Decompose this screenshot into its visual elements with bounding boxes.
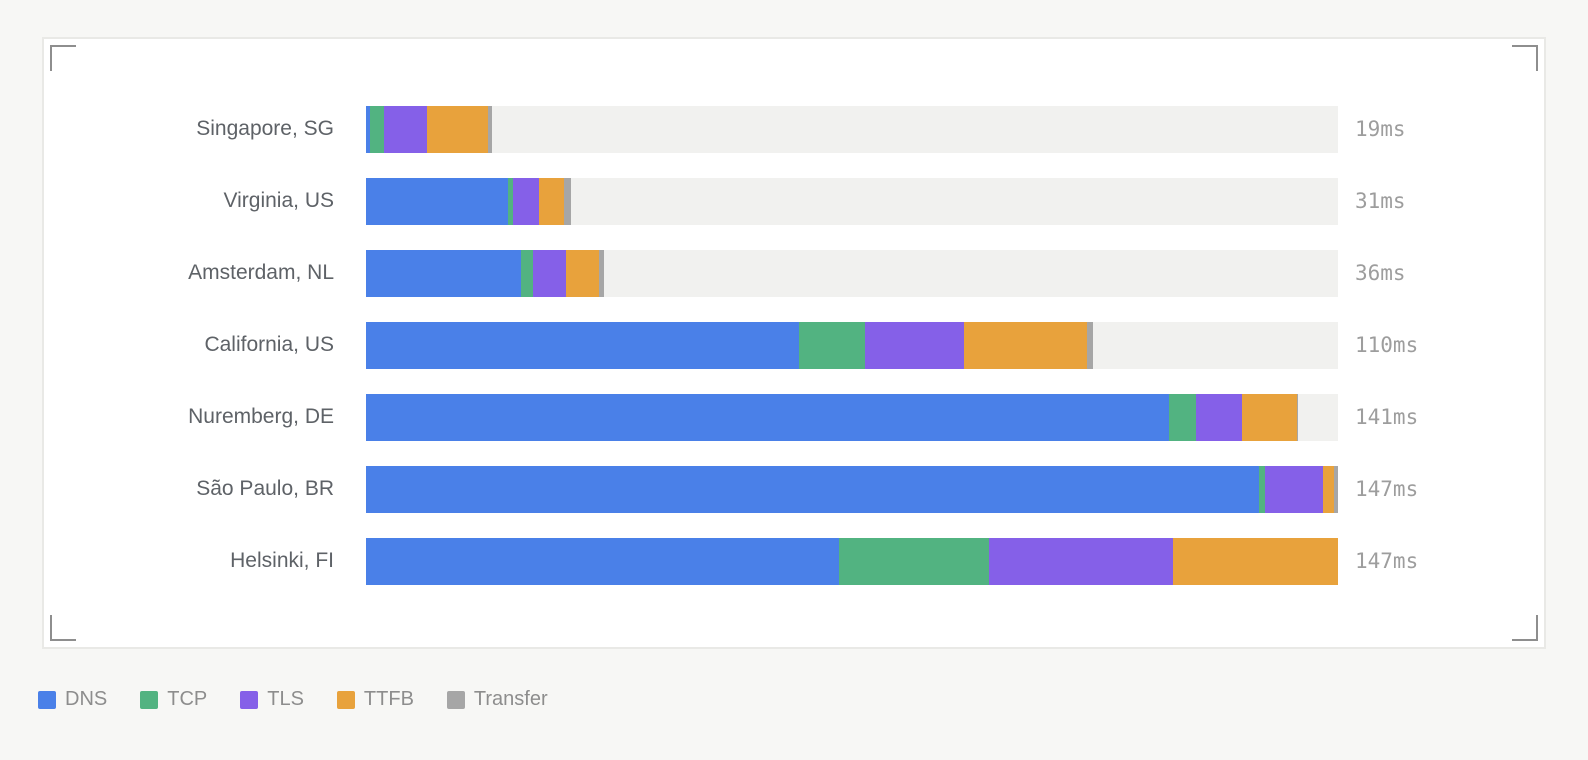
bar-track: [366, 465, 1338, 513]
bar-segment-transfer: [1334, 465, 1338, 513]
chart-row: Helsinki, FI 147ms: [44, 525, 1544, 597]
legend-label: Transfer: [473, 688, 548, 710]
legend-label: DNS: [65, 688, 108, 710]
bar-segment-transfer: [1087, 321, 1094, 369]
location-label: Amsterdam, NL: [188, 261, 334, 284]
bar-segment-dns: [366, 321, 800, 369]
legend-color-swatch-icon: [336, 690, 355, 709]
legend-item[interactable]: TCP: [140, 688, 207, 711]
latency-bar-chart: Singapore, SG 19ms Virginia, US 31ms Ams…: [44, 93, 1544, 597]
chart-card: Singapore, SG 19ms Virginia, US 31ms Ams…: [42, 37, 1546, 649]
bar-track: [366, 321, 1338, 369]
legend-item[interactable]: DNS: [38, 688, 107, 711]
location-label: Virginia, US: [223, 189, 335, 212]
bar-segment-tcp: [1168, 393, 1196, 441]
bar-segment-tls: [512, 177, 539, 225]
total-latency-value: 31ms: [1355, 189, 1406, 213]
bar-segment-tls: [533, 249, 567, 297]
legend-color-swatch-icon: [140, 690, 159, 709]
legend-label: TCP: [167, 688, 208, 710]
corner-bracket-bottom-right: [1512, 615, 1538, 641]
total-latency-value: 110ms: [1355, 333, 1419, 357]
location-label: California, US: [204, 333, 334, 356]
bar-segment-tls: [1195, 393, 1243, 441]
total-latency-value: 36ms: [1355, 261, 1406, 285]
bar-segment-transfer: [1296, 393, 1299, 441]
location-label: Singapore, SG: [196, 117, 334, 140]
bar-segment-tls: [988, 537, 1174, 585]
legend-color-swatch-icon: [446, 690, 465, 709]
chart-legend: DNS TCP TLS TTFB Transfer: [38, 688, 548, 711]
bar-segment-tls: [865, 321, 965, 369]
bar-segment-tls: [1264, 465, 1324, 513]
bar-segment-dns: [366, 177, 508, 225]
bar-segment-tcp: [507, 177, 513, 225]
total-latency-value: 19ms: [1355, 117, 1406, 141]
bar-segment-dns: [366, 249, 522, 297]
bar-segment-ttfb: [566, 249, 600, 297]
chart-row: Virginia, US 31ms: [44, 165, 1544, 237]
legend-label: TTFB: [363, 688, 414, 710]
bar-segment-ttfb: [1173, 537, 1338, 585]
chart-row: Singapore, SG 19ms: [44, 93, 1544, 165]
bar-segment-tcp: [838, 537, 989, 585]
location-label: Nuremberg, DE: [188, 405, 334, 428]
total-latency-value: 147ms: [1355, 549, 1419, 573]
bar-segment-ttfb: [1323, 465, 1334, 513]
corner-bracket-top-right: [1512, 45, 1538, 71]
total-latency-value: 141ms: [1355, 405, 1419, 429]
bar-segment-tls: [383, 105, 427, 153]
bar-segment-dns: [366, 537, 839, 585]
legend-item[interactable]: TLS: [240, 688, 304, 711]
bar-segment-transfer: [564, 177, 571, 225]
bar-segment-tcp: [1258, 465, 1265, 513]
bar-segment-tcp: [799, 321, 866, 369]
bar-segment-tcp: [369, 105, 384, 153]
location-label: São Paulo, BR: [196, 477, 334, 500]
bar-track: [366, 393, 1338, 441]
corner-bracket-top-left: [50, 45, 76, 71]
bar-segment-ttfb: [538, 177, 565, 225]
bar-segment-dns: [366, 465, 1259, 513]
legend-label: TLS: [267, 688, 304, 710]
bar-track: [366, 105, 1338, 153]
legend-item[interactable]: TTFB: [336, 688, 414, 711]
bar-track: [366, 249, 1338, 297]
bar-segment-ttfb: [1242, 393, 1297, 441]
total-latency-value: 147ms: [1355, 477, 1419, 501]
chart-row: Nuremberg, DE 141ms: [44, 381, 1544, 453]
chart-row: Amsterdam, NL 36ms: [44, 237, 1544, 309]
corner-bracket-bottom-left: [50, 615, 76, 641]
chart-row: São Paulo, BR 147ms: [44, 453, 1544, 525]
chart-row: California, US 110ms: [44, 309, 1544, 381]
bar-segment-transfer: [599, 249, 604, 297]
legend-color-swatch-icon: [38, 690, 56, 709]
bar-track: [366, 537, 1338, 585]
bar-segment-dns: [366, 105, 370, 153]
bar-segment-dns: [366, 393, 1169, 441]
legend-item[interactable]: Transfer: [446, 688, 548, 711]
bar-track: [366, 177, 1338, 225]
bar-segment-tcp: [521, 249, 534, 297]
bar-segment-transfer: [488, 105, 492, 153]
bar-segment-ttfb: [426, 105, 489, 153]
location-label: Helsinki, FI: [230, 549, 334, 572]
bar-segment-ttfb: [964, 321, 1088, 369]
legend-color-swatch-icon: [240, 690, 259, 709]
